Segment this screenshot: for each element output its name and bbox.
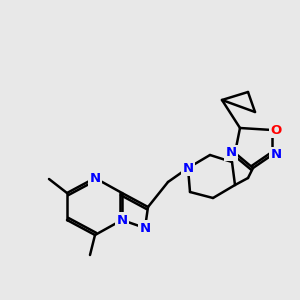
Text: N: N xyxy=(182,161,194,175)
Text: N: N xyxy=(270,148,282,161)
Text: N: N xyxy=(89,172,100,184)
Text: N: N xyxy=(140,221,151,235)
Text: N: N xyxy=(116,214,128,226)
Text: O: O xyxy=(270,124,282,136)
Text: N: N xyxy=(225,146,237,160)
